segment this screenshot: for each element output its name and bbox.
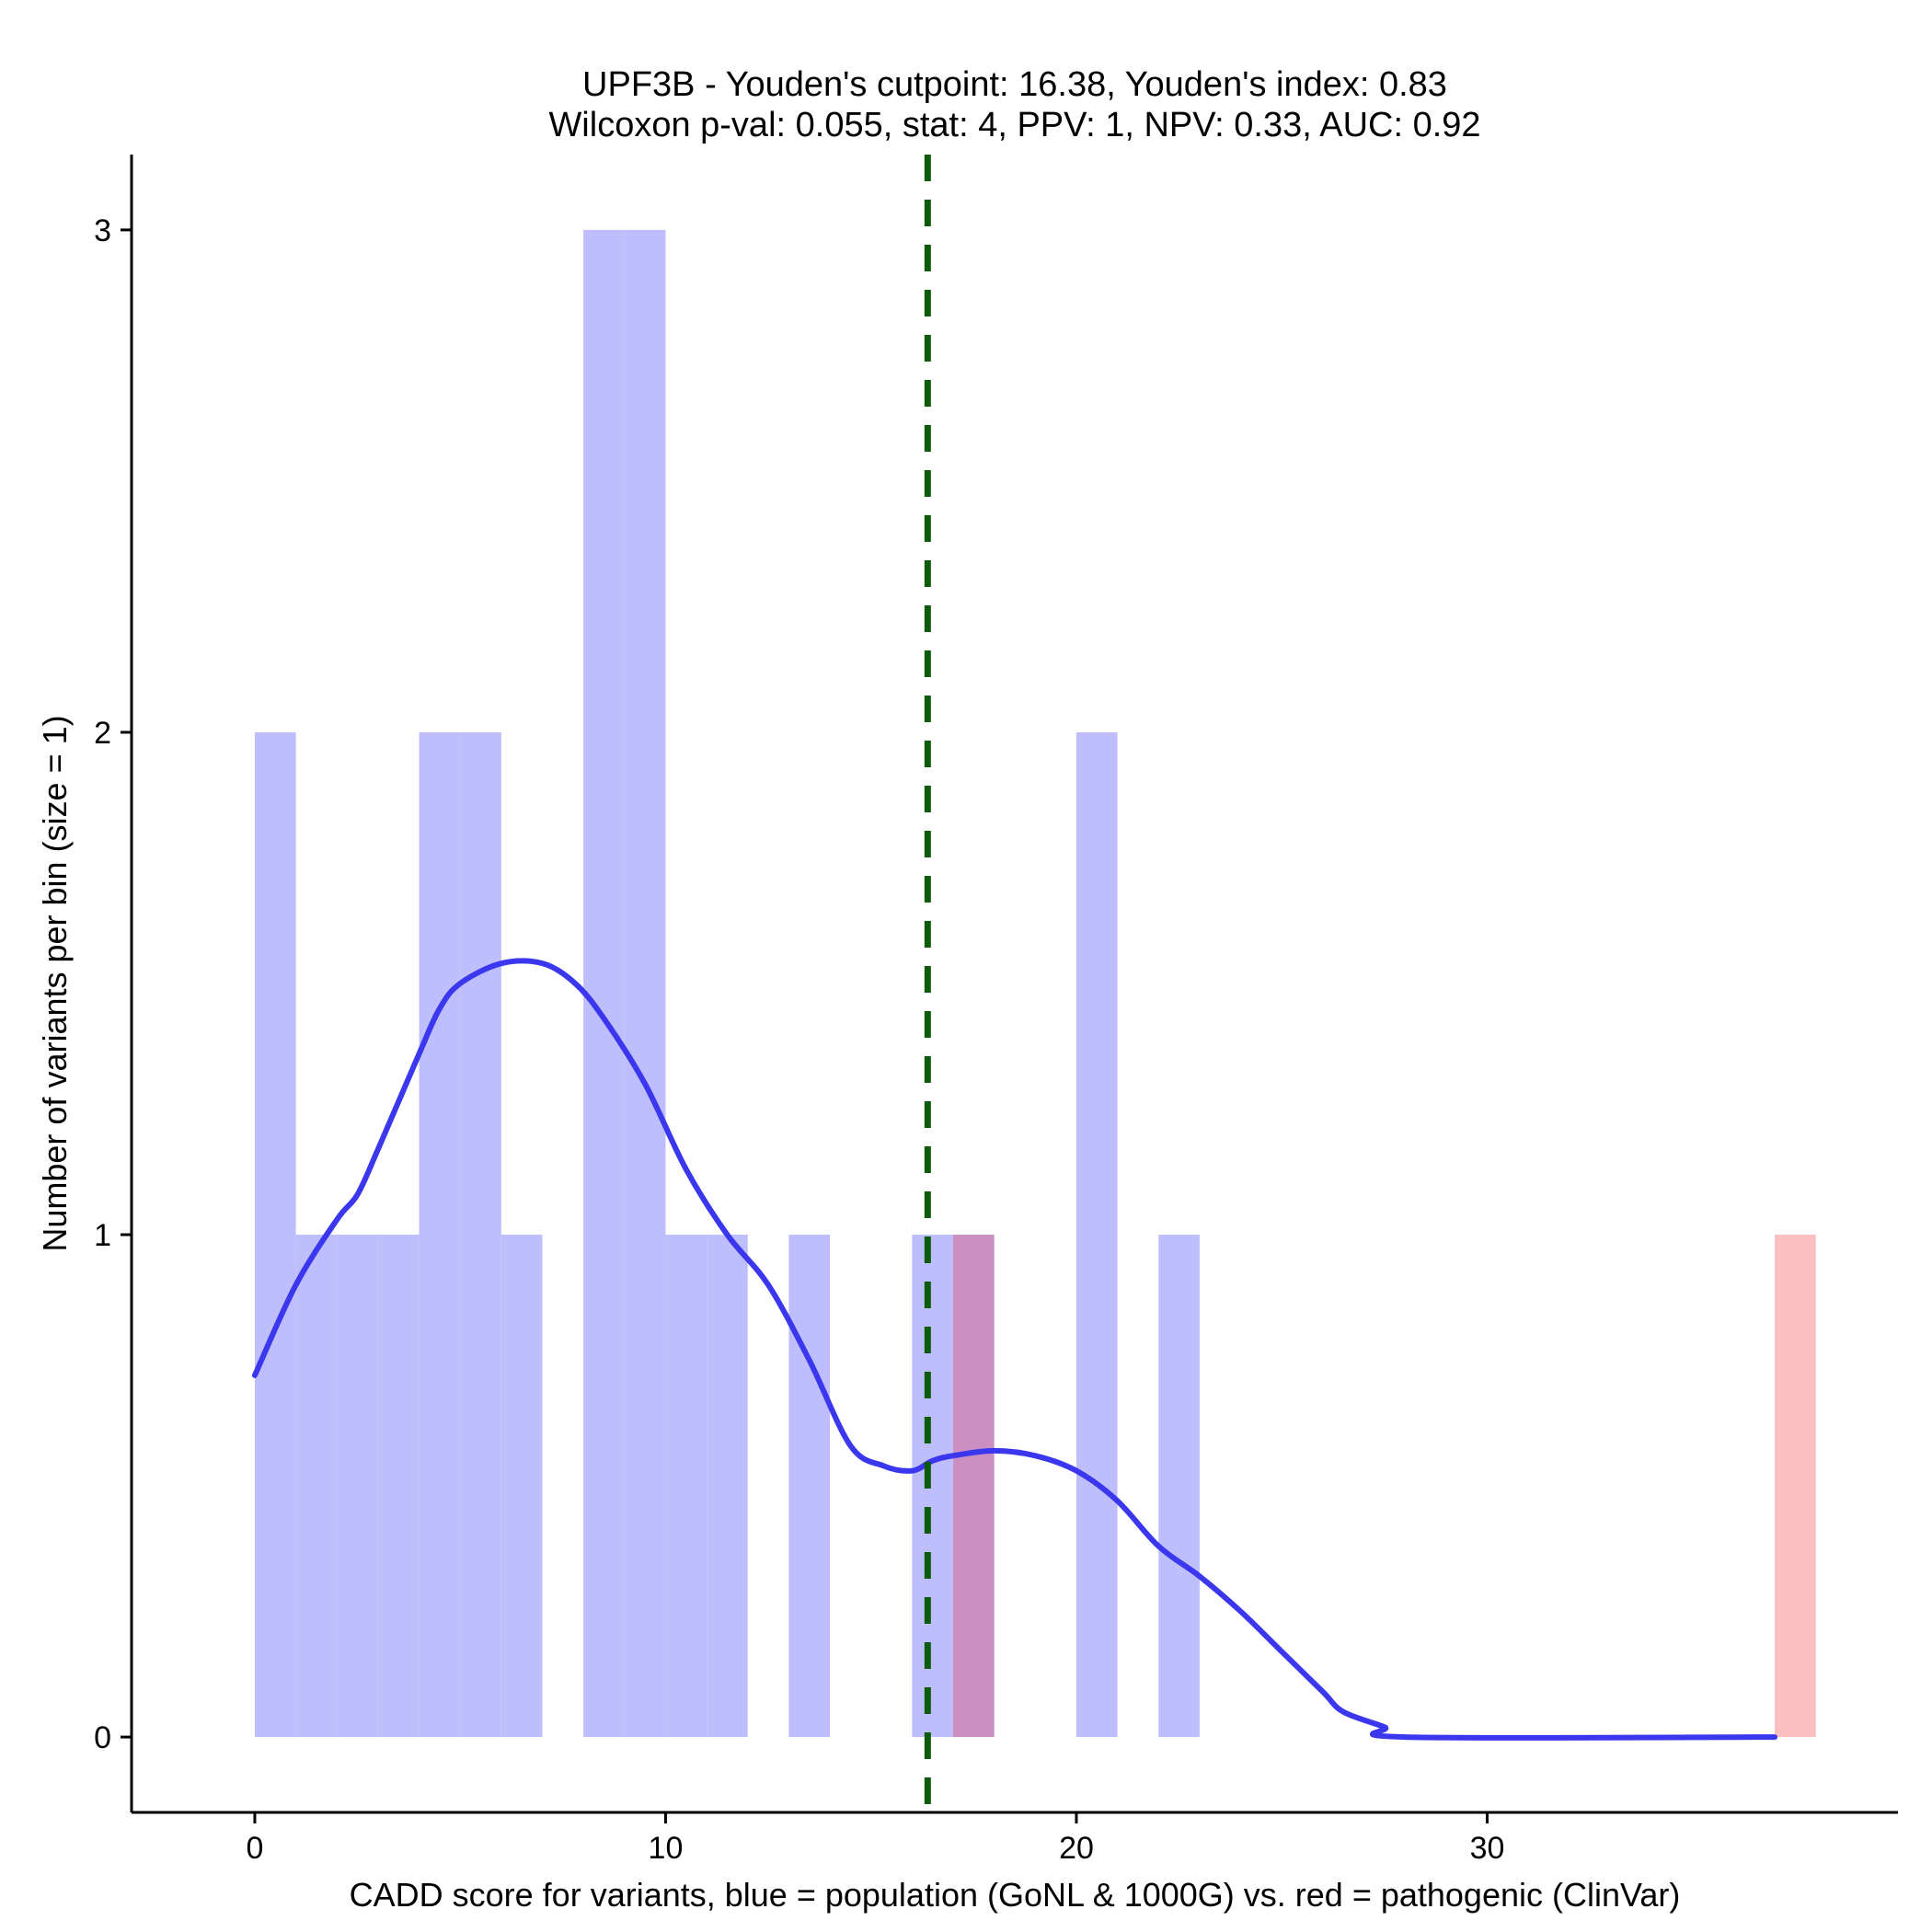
- x-tick-label: 20: [1059, 1831, 1094, 1866]
- density-layer: [251, 958, 1778, 1741]
- population-bar: [254, 731, 296, 1738]
- population-bar: [665, 1235, 707, 1738]
- population-bar: [500, 1235, 543, 1738]
- population-bar: [912, 1235, 954, 1738]
- population-bar: [1158, 1235, 1200, 1738]
- population-bar: [337, 1235, 378, 1738]
- y-tick-label: 2: [94, 716, 111, 751]
- y-ticks: 0 1 2 3: [94, 213, 132, 1755]
- x-tick-label: 30: [1470, 1831, 1505, 1866]
- y-axis-title: Number of variants per bin (size = 1): [36, 715, 74, 1251]
- x-tick-label: 10: [649, 1831, 684, 1866]
- population-bar: [624, 229, 666, 1738]
- y-tick-label: 0: [94, 1720, 111, 1755]
- pathogenic-bar: [1775, 1235, 1816, 1738]
- chart-title: UPF3B - Youden's cutpoint: 16.38, Youden…: [582, 65, 1447, 104]
- y-tick-label: 3: [94, 213, 111, 248]
- x-axis-title: CADD score for variants, blue = populati…: [350, 1876, 1681, 1914]
- population-bar: [788, 1235, 831, 1738]
- population-bar: [953, 1235, 995, 1738]
- x-tick-label: 0: [246, 1831, 263, 1866]
- population-bar: [377, 1235, 420, 1738]
- population-bar: [583, 229, 625, 1738]
- chart-subtitle: Wilcoxon p-val: 0.055, stat: 4, PPV: 1, …: [548, 106, 1480, 144]
- population-bar: [1075, 731, 1118, 1738]
- population-bar: [460, 731, 501, 1738]
- density-curve: [251, 958, 1778, 1741]
- population-bar: [707, 1235, 748, 1738]
- x-ticks: 0 10 20 30: [246, 1812, 1504, 1866]
- y-tick-label: 1: [94, 1218, 111, 1253]
- population-bar: [419, 731, 461, 1738]
- histogram-bars: [254, 229, 1816, 1738]
- population-bar: [295, 1235, 338, 1738]
